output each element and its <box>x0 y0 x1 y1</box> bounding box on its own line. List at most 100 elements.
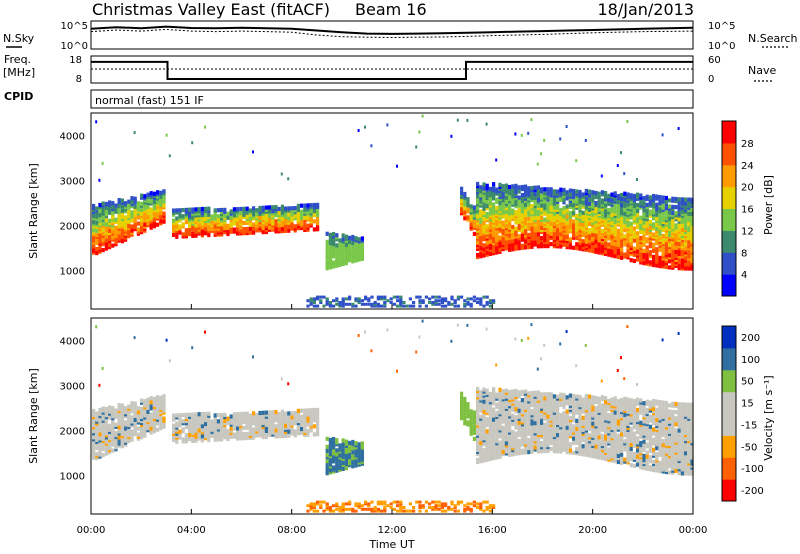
power-cell <box>101 213 105 218</box>
velocity-heatmap <box>92 319 694 513</box>
velocity-cell <box>178 435 182 440</box>
power-cell <box>485 302 489 306</box>
power-cell <box>584 227 588 232</box>
velocity-cell <box>124 406 128 411</box>
velocity-cell <box>466 402 470 407</box>
power-cell <box>152 191 156 196</box>
velocity-cell <box>540 400 544 405</box>
velocity-cell <box>370 507 374 511</box>
power-cell <box>440 297 444 301</box>
velocity-cell <box>373 507 377 511</box>
power-cell <box>508 205 512 210</box>
power-cell <box>514 240 518 245</box>
power-cell <box>152 212 156 217</box>
velocity-cell <box>351 439 355 445</box>
power-cell <box>671 261 675 266</box>
power-cell <box>383 301 387 304</box>
power-cell <box>652 232 656 237</box>
velocity-cell <box>546 414 550 419</box>
velocity-cell <box>463 396 467 402</box>
power-cell <box>117 236 121 241</box>
power-cell <box>620 209 624 214</box>
power-cell <box>629 193 633 198</box>
velocity-cell <box>380 502 384 506</box>
power-cell <box>616 214 620 219</box>
velocity-cell <box>140 431 144 436</box>
power-cell <box>517 244 521 249</box>
power-cbar-tick-12: 12 <box>741 226 754 237</box>
power-cell <box>600 198 604 203</box>
power-cell <box>204 223 208 228</box>
power-cell <box>364 302 368 306</box>
power-cell <box>213 216 217 221</box>
power-cell <box>488 221 492 226</box>
power-cell <box>536 226 540 231</box>
power-cell <box>479 246 483 251</box>
power-cell <box>472 231 476 236</box>
power-cell <box>277 223 281 228</box>
power-cell <box>604 195 608 200</box>
power-cell <box>652 242 656 247</box>
power-cell <box>642 196 646 201</box>
velocity-cell <box>149 420 153 425</box>
power-cell <box>271 225 275 230</box>
velocity-cell <box>255 417 259 422</box>
power-cell <box>261 226 265 231</box>
power-cell <box>178 208 182 213</box>
power-cell <box>485 206 489 211</box>
colorbar-swatch <box>722 252 736 275</box>
power-cell <box>578 198 582 203</box>
power-cell <box>552 217 556 222</box>
power-cell <box>479 240 483 245</box>
power-cell <box>120 231 124 236</box>
power-cell <box>556 223 560 229</box>
power-cell <box>492 182 496 187</box>
power-cell <box>98 178 101 182</box>
velocity-cell <box>559 402 563 407</box>
nsearch-label: N.Search <box>748 32 798 45</box>
velocity-cell <box>312 504 316 508</box>
cpid-label: CPID <box>4 90 33 103</box>
velocity-cell <box>364 500 368 504</box>
velocity-cell <box>482 421 486 427</box>
power-cell <box>543 217 547 222</box>
power-cell <box>236 231 240 236</box>
power-heatmap <box>92 114 694 308</box>
velocity-cell <box>431 500 435 504</box>
velocity-cell <box>149 412 153 417</box>
power-cell <box>456 295 460 299</box>
power-cell <box>392 295 396 299</box>
power-cell <box>504 191 508 196</box>
power-cell <box>389 301 393 304</box>
power-cell <box>328 249 332 254</box>
power-cell <box>514 198 518 203</box>
power-cell <box>591 236 595 241</box>
power-cell <box>479 301 483 304</box>
velocity-cell <box>511 389 515 394</box>
power-cell <box>101 221 105 226</box>
velocity-cell <box>556 402 560 407</box>
power-cell <box>316 225 320 230</box>
power-cell <box>309 297 313 301</box>
power-cell <box>661 133 664 137</box>
power-cell <box>565 245 569 250</box>
power-cell <box>255 212 259 217</box>
velocity-cell <box>476 457 480 463</box>
power-cell <box>335 302 339 306</box>
power-cell <box>479 302 483 306</box>
velocity-cell <box>306 509 310 513</box>
velocity-cell <box>527 417 531 422</box>
power-cell <box>348 297 352 301</box>
velocity-cell <box>111 406 115 411</box>
power-cell <box>184 228 188 233</box>
velocity-cell <box>114 408 118 413</box>
power-cell <box>572 223 576 228</box>
velocity-cell <box>239 411 243 417</box>
velocity-cell <box>546 410 550 415</box>
power-cell <box>677 127 680 130</box>
velocity-cell <box>178 413 182 418</box>
power-cell <box>632 204 636 209</box>
power-cell <box>220 207 224 213</box>
power-cell <box>351 241 355 246</box>
velocity-cell <box>133 336 136 340</box>
